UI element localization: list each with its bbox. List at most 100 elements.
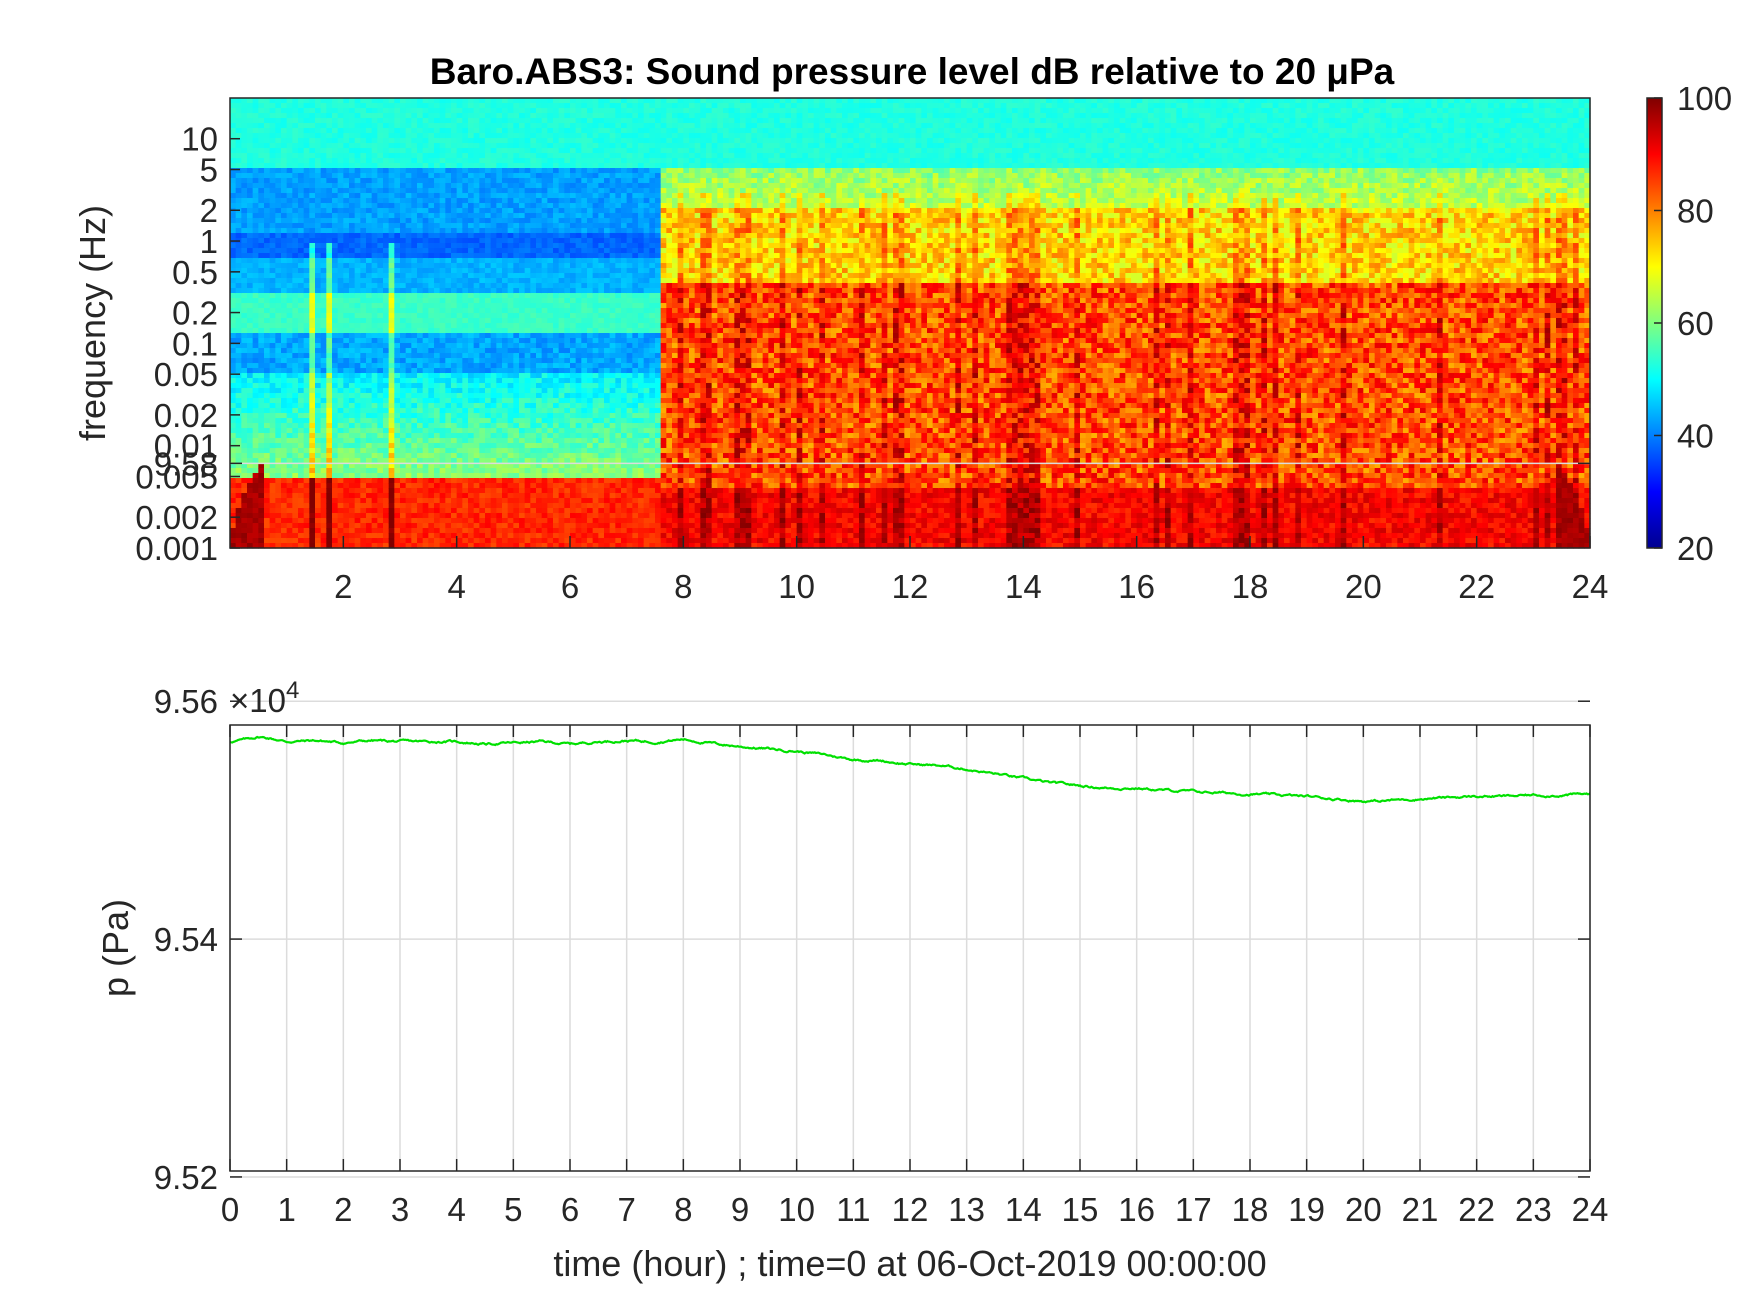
spectrogram-cell <box>400 163 407 169</box>
spectrogram-cell <box>303 318 310 324</box>
spectrogram-cell <box>383 348 390 354</box>
spectrogram-cell <box>473 153 480 159</box>
spectrogram-cell <box>388 358 395 364</box>
spectrogram-cell <box>451 298 458 304</box>
spectrogram-cell <box>479 438 486 444</box>
spectrogram-cell <box>411 368 418 374</box>
spectrogram-cell <box>456 138 463 144</box>
spectrogram-cell <box>524 518 531 524</box>
spectrogram-cell <box>303 433 310 439</box>
spectrogram-cell <box>337 123 344 129</box>
spectrogram-cell <box>439 298 446 304</box>
spectrogram-cell <box>405 368 412 374</box>
spectrogram-cell <box>360 353 367 359</box>
spectrogram-cell <box>422 118 429 124</box>
spectrogram-cell <box>264 433 271 439</box>
spectrogram-cell <box>326 198 333 204</box>
spectrogram-cell <box>275 203 282 209</box>
spectrogram-cell <box>507 543 514 549</box>
spectrogram-cell <box>519 128 526 134</box>
spectrogram-cell <box>485 318 492 324</box>
spectrogram-cell <box>320 333 327 339</box>
spectrogram-cell <box>388 478 395 484</box>
spectrogram-cell <box>241 458 248 464</box>
spectrogram-cell <box>383 178 390 184</box>
spectrogram-cell <box>366 118 373 124</box>
spectrogram-cell <box>332 158 339 164</box>
spectrogram-cell <box>405 418 412 424</box>
spectrogram-cell <box>490 478 497 484</box>
spectrogram-cell <box>337 523 344 529</box>
spectrogram-cell <box>507 268 514 274</box>
spectrogram-cell <box>337 118 344 124</box>
spectrogram-cell <box>371 423 378 429</box>
spectrogram-cell <box>513 403 520 409</box>
spectrogram-cell <box>292 318 299 324</box>
spectrogram-cell <box>337 158 344 164</box>
spectrogram-cell <box>235 493 242 499</box>
spectrogram-cell <box>349 103 356 109</box>
spectrogram-cell <box>315 528 322 534</box>
spectrogram-cell <box>309 198 316 204</box>
spectrogram-cell <box>241 493 248 499</box>
spectrogram-cell <box>303 303 310 309</box>
spectrogram-cell <box>298 473 305 479</box>
spectrogram-cell <box>456 343 463 349</box>
spectrogram-cell <box>388 108 395 114</box>
spectrogram-cell <box>411 423 418 429</box>
spectrogram-cell <box>298 348 305 354</box>
spectrogram-cell <box>536 108 543 114</box>
spectrogram-cell <box>371 98 378 104</box>
spectrogram-cell <box>496 373 503 379</box>
spectrogram-cell <box>303 253 310 259</box>
spectrogram-cell <box>519 473 526 479</box>
spectrogram-cell <box>422 398 429 404</box>
spectrogram-cell <box>422 283 429 289</box>
spectrogram-cell <box>468 188 475 194</box>
spectrogram-cell <box>473 128 480 134</box>
spectrogram-cell <box>411 398 418 404</box>
spectrogram-cell <box>417 443 424 449</box>
spectrogram-cell <box>383 118 390 124</box>
spectrogram-cell <box>275 113 282 119</box>
spectrogram-cell <box>513 188 520 194</box>
spectrogram-cell <box>411 263 418 269</box>
spectrogram-cell <box>485 333 492 339</box>
spectrogram-cell <box>417 283 424 289</box>
spectrogram-cell <box>281 393 288 399</box>
spectrogram-cell <box>275 378 282 384</box>
spectrogram-cell <box>292 308 299 314</box>
spectrogram-cell <box>315 223 322 229</box>
spectrogram-cell <box>513 288 520 294</box>
spectrogram-cell <box>298 408 305 414</box>
spectrogram-cell <box>281 133 288 139</box>
spectrogram-cell <box>445 413 452 419</box>
spectrogram-cell <box>434 488 441 494</box>
spectrogram-cell <box>456 523 463 529</box>
spectrogram-cell <box>456 188 463 194</box>
spectrogram-cell <box>411 383 418 389</box>
spectrogram-cell <box>524 98 531 104</box>
spectrogram-cell <box>468 128 475 134</box>
spectrogram-cell <box>275 123 282 129</box>
spectrogram-cell <box>490 313 497 319</box>
spectrogram-cell <box>383 518 390 524</box>
spectrogram-cell <box>349 253 356 259</box>
spectrogram-cell <box>405 153 412 159</box>
spectrogram-cell <box>309 318 316 324</box>
spectrogram-cell <box>496 253 503 259</box>
spectrogram-cell <box>292 258 299 264</box>
spectrogram-cell <box>536 208 543 214</box>
spectrogram-cell <box>326 323 333 329</box>
spectrogram-cell <box>320 483 327 489</box>
spectrogram-cell <box>490 168 497 174</box>
spectrogram-cell <box>377 348 384 354</box>
spectrogram-cell <box>405 488 412 494</box>
spectrogram-cell <box>439 303 446 309</box>
spectrogram-cell <box>230 508 237 514</box>
spectrogram-cell <box>343 333 350 339</box>
spectrogram-cell <box>343 118 350 124</box>
spectrogram-cell <box>377 268 384 274</box>
spectrogram-cell <box>479 278 486 284</box>
spectrogram-cell <box>320 498 327 504</box>
